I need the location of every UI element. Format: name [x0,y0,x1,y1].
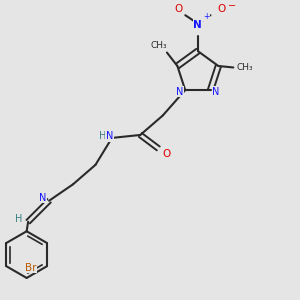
Text: H: H [15,214,22,224]
Text: CH₃: CH₃ [151,41,167,50]
Text: +: + [203,12,209,21]
Text: N: N [176,87,184,97]
Text: −: − [228,1,236,11]
Text: N: N [194,20,202,30]
Text: O: O [218,4,226,14]
Text: O: O [163,149,171,159]
Text: CH₃: CH₃ [237,63,253,72]
Text: N: N [39,193,47,203]
Text: O: O [175,4,183,14]
Text: Br: Br [25,263,36,273]
Text: H: H [99,131,106,141]
Text: N: N [106,131,113,141]
Text: N: N [212,87,220,97]
